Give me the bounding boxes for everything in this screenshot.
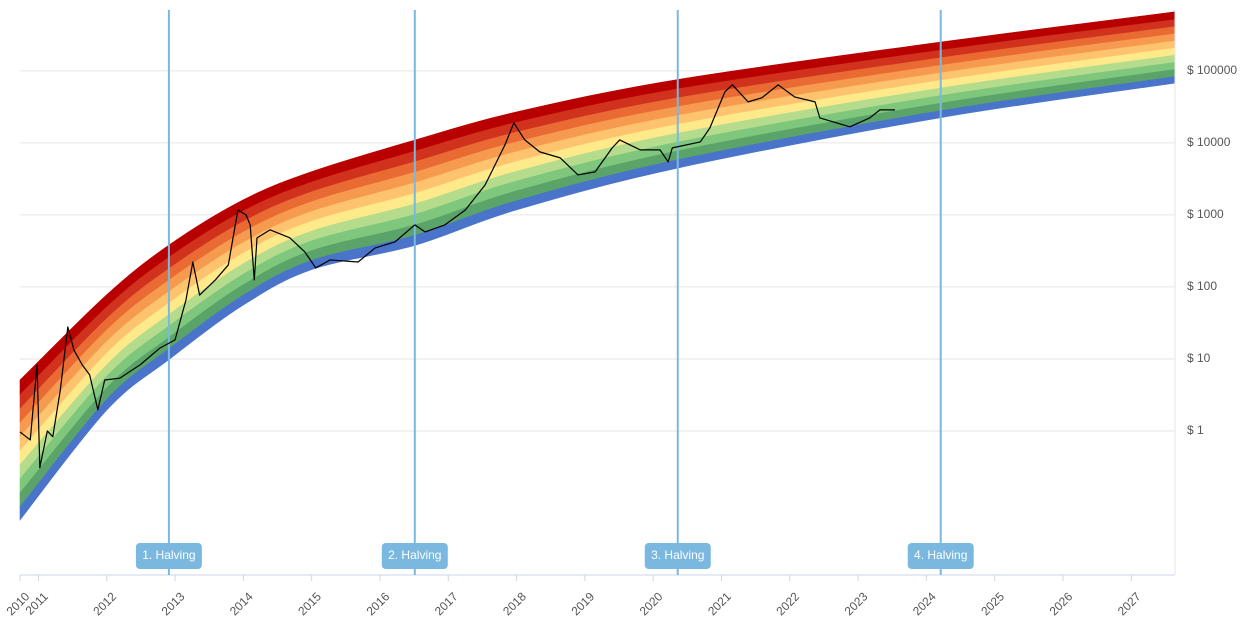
y-tick-label: $ 1000 [1187,207,1224,221]
y-tick-label: $ 10 [1187,351,1211,365]
halving-label-box [381,543,448,569]
y-tick-label: $ 100000 [1187,63,1237,77]
y-tick-label: $ 1 [1187,423,1204,437]
price-line [19,84,895,469]
y-tick-label: $ 100 [1187,279,1217,293]
halving-label: 4. Halving [914,548,967,562]
halving-label-box [907,543,974,569]
halving-label-box [135,543,202,569]
halving-label-box [644,543,711,569]
halving-label: 2. Halving [388,548,441,562]
y-tick-label: $ 10000 [1187,135,1231,149]
halving-label: 3. Halving [651,548,704,562]
halving-label: 1. Halving [142,548,195,562]
